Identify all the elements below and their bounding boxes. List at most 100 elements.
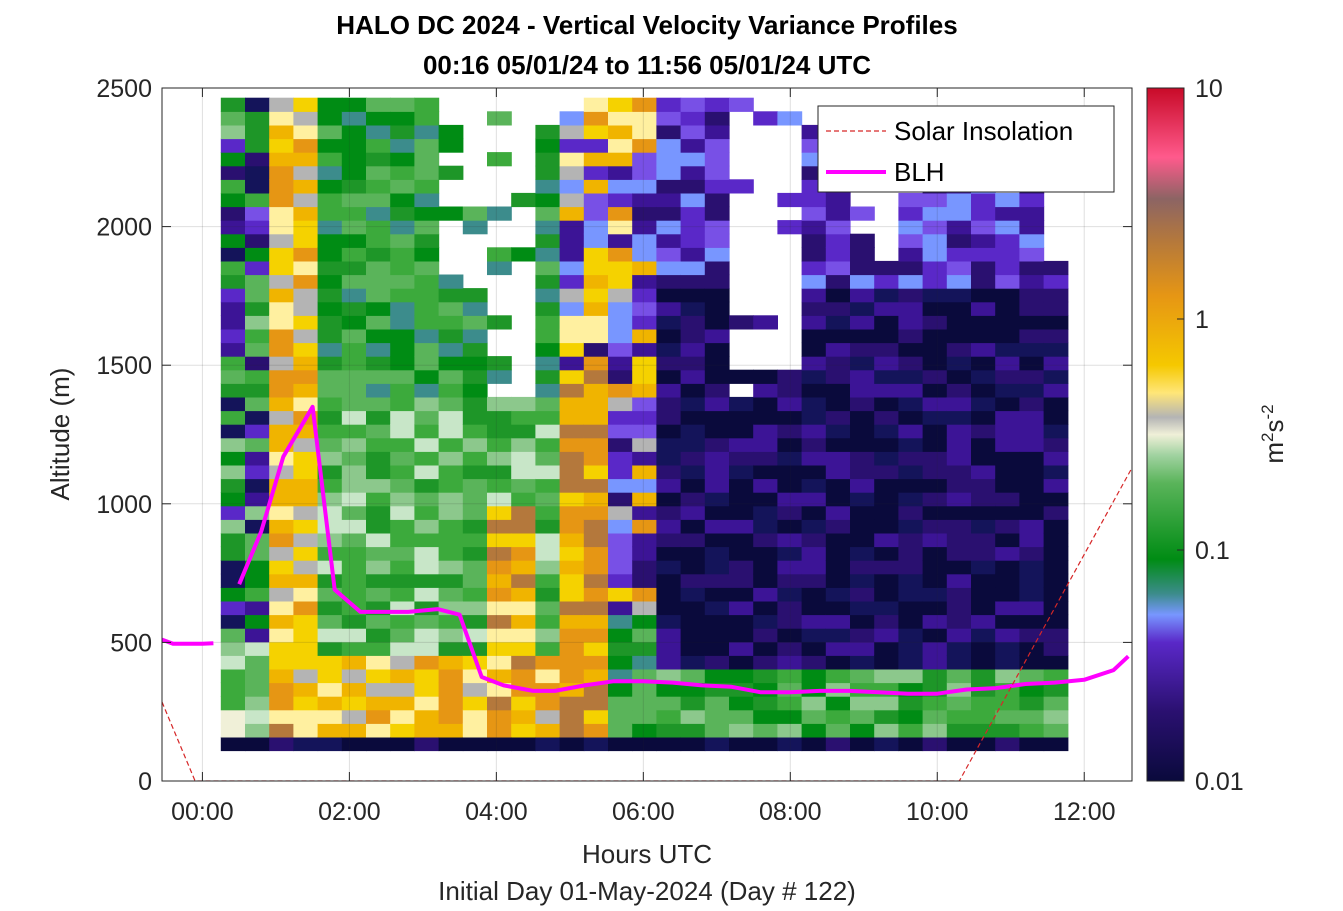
heatmap-cell xyxy=(366,505,391,520)
heatmap-cell xyxy=(1043,288,1069,303)
heatmap-cell xyxy=(390,560,415,575)
heatmap-cell xyxy=(511,655,536,670)
heatmap-cell xyxy=(1043,464,1069,480)
heatmap-cell xyxy=(269,369,294,384)
heatmap-cell xyxy=(777,111,803,126)
heatmap-cell xyxy=(946,342,972,357)
heatmap-cell xyxy=(922,600,948,616)
heatmap-cell xyxy=(753,655,778,670)
heatmap-cell xyxy=(995,723,1020,738)
heatmap-cell xyxy=(632,600,657,616)
heatmap-cell xyxy=(825,396,851,412)
heatmap-cell xyxy=(704,451,730,466)
heatmap-cell xyxy=(269,424,294,439)
heatmap-cell xyxy=(608,206,633,221)
heatmap-cell xyxy=(245,723,270,738)
heatmap-cell xyxy=(220,464,246,480)
heatmap-cell xyxy=(269,260,294,276)
heatmap-cell xyxy=(704,111,730,126)
heatmap-cell xyxy=(293,192,319,208)
heatmap-cell xyxy=(825,492,851,507)
heatmap-cell xyxy=(269,97,294,112)
heatmap-cell xyxy=(656,641,682,656)
heatmap-cell xyxy=(583,315,609,330)
heatmap-cell xyxy=(269,600,294,616)
heatmap-cell xyxy=(922,668,948,684)
heatmap-cell xyxy=(269,206,294,221)
heatmap-cell xyxy=(922,424,948,439)
heatmap-cell xyxy=(704,723,730,738)
heatmap-cell xyxy=(341,233,367,248)
heatmap-cell xyxy=(825,641,851,656)
heatmap-cell xyxy=(583,97,609,112)
heatmap-cell xyxy=(293,138,319,153)
heatmap-cell xyxy=(390,369,415,384)
heatmap-cell xyxy=(390,519,415,534)
heatmap-cell xyxy=(801,315,827,330)
heatmap-cell xyxy=(535,396,561,412)
heatmap-cell xyxy=(317,614,343,629)
heatmap-cell xyxy=(922,736,948,752)
heatmap-cell xyxy=(487,437,512,452)
heatmap-cell xyxy=(390,614,415,629)
heatmap-cell xyxy=(608,560,633,575)
heatmap-cell xyxy=(390,641,415,656)
heatmap-cell xyxy=(462,573,488,588)
heatmap-cell xyxy=(632,682,657,697)
heatmap-cell xyxy=(946,220,972,235)
heatmap-cell xyxy=(704,356,730,371)
heatmap-cell xyxy=(801,505,827,520)
heatmap-cell xyxy=(801,628,827,643)
x-axis-label-day: Initial Day 01-May-2024 (Day # 122) xyxy=(438,876,856,906)
heatmap-cell xyxy=(971,383,996,398)
heatmap-cell xyxy=(511,628,536,643)
heatmap-cell xyxy=(729,668,754,684)
heatmap-cell xyxy=(414,641,440,656)
heatmap-cell xyxy=(680,736,706,752)
heatmap-cell xyxy=(971,696,996,711)
heatmap-cell xyxy=(753,546,778,561)
heatmap-cell xyxy=(583,628,609,643)
blh-line xyxy=(237,404,1130,696)
heatmap-cell xyxy=(535,274,561,289)
heatmap-cell xyxy=(874,369,899,384)
heatmap-cell xyxy=(971,587,996,602)
heatmap-cell xyxy=(632,315,657,330)
heatmap-cell xyxy=(825,628,851,643)
heatmap-cell xyxy=(704,655,730,670)
heatmap-cell xyxy=(341,288,367,303)
heatmap-cell xyxy=(341,301,367,316)
heatmap-cell xyxy=(995,600,1020,616)
heatmap-cell xyxy=(1019,206,1045,221)
y-tick-label: 0 xyxy=(138,768,152,796)
heatmap-cell xyxy=(220,614,246,629)
heatmap-cell xyxy=(777,220,803,235)
heatmap-cell xyxy=(971,668,996,684)
heatmap-cell xyxy=(245,587,270,602)
heatmap-cell xyxy=(680,220,706,235)
heatmap-cell xyxy=(656,165,682,180)
heatmap-cell xyxy=(656,573,682,588)
heatmap-cell xyxy=(995,668,1020,684)
heatmap-cell xyxy=(995,247,1020,262)
heatmap-cell xyxy=(462,424,488,439)
heatmap-cell xyxy=(971,478,996,493)
heatmap-cell xyxy=(341,315,367,330)
heatmap-cell xyxy=(535,152,561,167)
heatmap-cell xyxy=(632,206,657,221)
heatmap-cell xyxy=(656,410,682,425)
heatmap-cell xyxy=(922,206,948,221)
heatmap-cell xyxy=(656,682,682,697)
heatmap-cell xyxy=(293,328,319,344)
heatmap-cell xyxy=(801,274,827,289)
heatmap-cell xyxy=(559,383,585,398)
heatmap-cell xyxy=(390,464,415,480)
heatmap-cell xyxy=(898,478,924,493)
heatmap-cell xyxy=(753,709,778,724)
heatmap-cell xyxy=(366,682,391,697)
heatmap-cell xyxy=(366,124,391,140)
heatmap-cell xyxy=(1019,587,1045,602)
heatmap-cell xyxy=(438,288,464,303)
heatmap-cell xyxy=(1043,641,1069,656)
heatmap-cell xyxy=(971,628,996,643)
